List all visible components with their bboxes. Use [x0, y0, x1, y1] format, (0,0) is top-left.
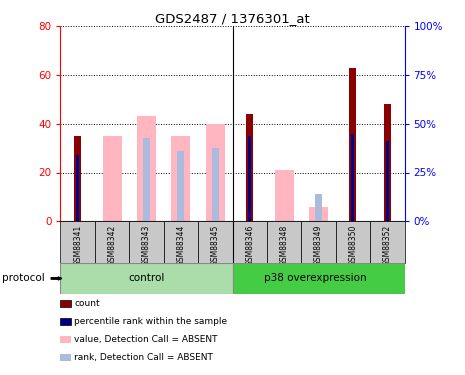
Bar	[198, 221, 232, 262]
Bar	[95, 221, 129, 262]
Bar	[232, 221, 267, 262]
Bar	[386, 141, 389, 221]
Text: GSM88346: GSM88346	[245, 225, 254, 266]
Text: GSM88344: GSM88344	[176, 225, 186, 266]
Text: GSM88348: GSM88348	[279, 225, 289, 266]
Bar	[60, 262, 232, 294]
Text: value, Detection Call = ABSENT: value, Detection Call = ABSENT	[74, 335, 218, 344]
Text: rank, Detection Call = ABSENT: rank, Detection Call = ABSENT	[74, 353, 213, 362]
Bar	[246, 114, 253, 221]
Text: GSM88341: GSM88341	[73, 225, 82, 266]
Text: GSM88345: GSM88345	[211, 225, 220, 266]
Bar	[143, 138, 150, 221]
Bar	[60, 221, 95, 262]
Bar	[232, 262, 405, 294]
Text: GSM88349: GSM88349	[314, 225, 323, 266]
Text: p38 overexpression: p38 overexpression	[264, 273, 366, 284]
Bar	[352, 134, 354, 221]
Text: protocol: protocol	[2, 273, 45, 284]
Title: GDS2487 / 1376301_at: GDS2487 / 1376301_at	[155, 12, 310, 25]
Bar	[336, 221, 370, 262]
Bar	[178, 150, 184, 221]
Bar	[206, 124, 225, 221]
Bar	[129, 221, 164, 262]
Text: count: count	[74, 299, 100, 308]
Text: GSM88342: GSM88342	[107, 225, 117, 266]
Text: percentile rank within the sample: percentile rank within the sample	[74, 317, 227, 326]
Bar	[384, 104, 391, 221]
Bar	[248, 136, 251, 221]
Bar	[370, 221, 405, 262]
Text: GSM88343: GSM88343	[142, 225, 151, 266]
Text: GSM88352: GSM88352	[383, 225, 392, 266]
Bar	[309, 207, 328, 221]
Bar	[164, 221, 198, 262]
Bar	[74, 136, 81, 221]
Text: GSM88350: GSM88350	[348, 225, 358, 266]
Bar	[267, 221, 301, 262]
Bar	[137, 116, 156, 221]
Bar	[212, 148, 219, 221]
Bar	[275, 170, 293, 221]
Bar	[301, 221, 336, 262]
Bar	[315, 194, 322, 221]
Bar	[76, 155, 79, 221]
Bar	[103, 136, 121, 221]
Bar	[350, 68, 356, 221]
Text: control: control	[128, 273, 165, 284]
Bar	[172, 136, 190, 221]
